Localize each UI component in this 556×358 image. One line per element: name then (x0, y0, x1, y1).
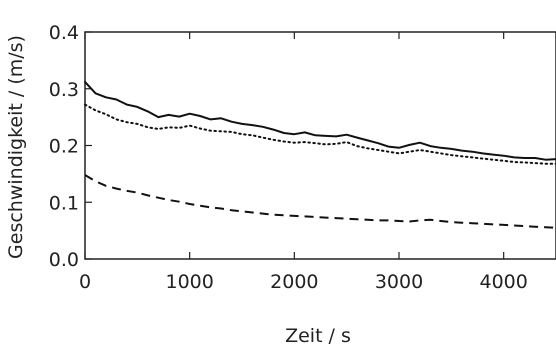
x-axis-title: Zeit / s (285, 325, 351, 347)
x-tick-label: 0 (79, 271, 91, 293)
series-layer (84, 80, 556, 229)
y-axis-title: Geschwindigkeit / (m/s) (5, 35, 27, 259)
x-tick-label: 2000 (270, 271, 318, 293)
y-axis: 0.0 0.1 0.2 0.3 0.4 (49, 22, 92, 271)
x-axis: 0 1000 2000 3000 4000 (79, 32, 528, 293)
series-line-solid (84, 80, 556, 161)
x-tick-label: 3000 (375, 271, 423, 293)
series-line-dashed (84, 174, 556, 229)
y-tick-label: 0.4 (49, 22, 79, 44)
series-line-dotted (84, 103, 556, 165)
y-tick-label: 0.3 (49, 79, 79, 101)
x-tick-label: 4000 (479, 271, 527, 293)
y-tick-label: 0.0 (49, 249, 79, 271)
y-tick-label: 0.2 (49, 136, 79, 158)
y-tick-label: 0.1 (49, 192, 79, 214)
x-tick-label: 1000 (165, 271, 213, 293)
